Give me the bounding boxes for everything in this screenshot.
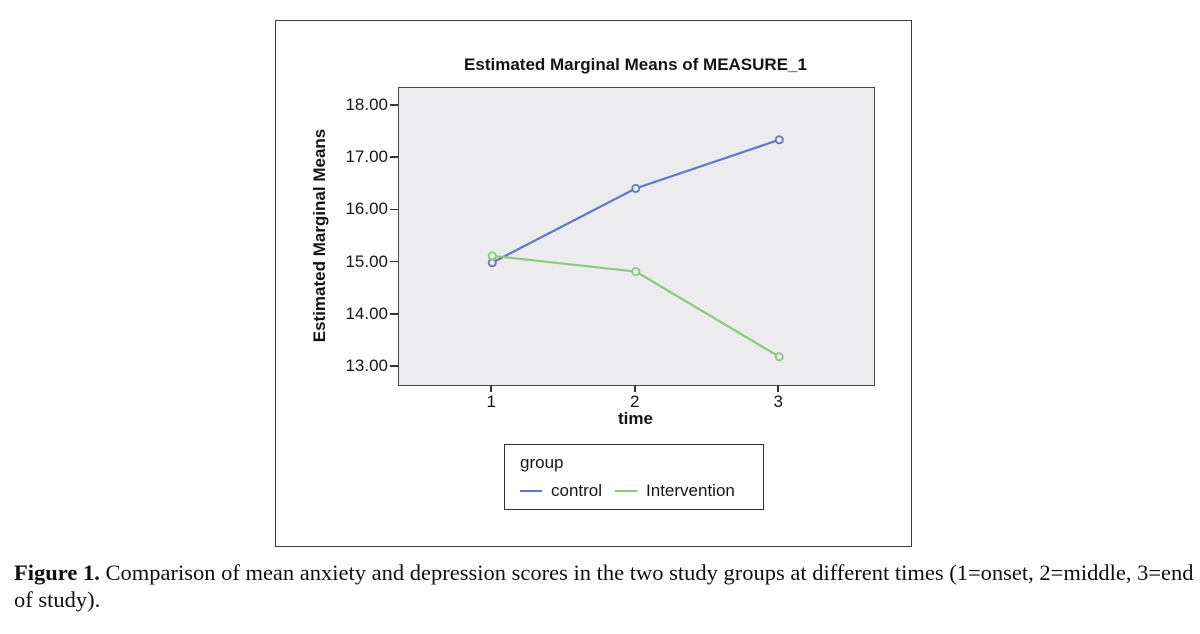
y-tick-label: 16.00	[345, 199, 388, 219]
legend-entries: control Intervention	[520, 481, 763, 501]
legend-label-control: control	[551, 481, 603, 500]
plot-area	[398, 87, 875, 386]
x-axis-label: time	[618, 409, 653, 428]
legend-swatch-intervention	[615, 490, 638, 492]
data-point-control	[631, 183, 641, 193]
figure-caption-text: Comparison of mean anxiety and depressio…	[14, 560, 1194, 612]
x-tick-mark	[490, 385, 493, 392]
y-tick-mark	[390, 208, 398, 211]
y-tick-mark	[390, 156, 398, 158]
y-tick-label: 18.00	[345, 94, 388, 114]
figure-panel: Estimated Marginal Means of MEASURE_1 Es…	[275, 20, 912, 547]
data-point-control	[774, 135, 784, 145]
line-chart-svg	[487, 135, 784, 362]
y-axis-label: Estimated Marginal Means	[310, 128, 329, 343]
legend-label-intervention: Intervention	[646, 481, 735, 500]
data-point-intervention	[774, 352, 784, 362]
legend: group control Intervention	[504, 444, 764, 510]
figure-caption-label: Figure 1.	[14, 560, 100, 585]
y-tick-label: 14.00	[345, 303, 388, 323]
legend-swatch-control	[520, 490, 542, 492]
x-tick-mark	[633, 385, 636, 392]
y-tick-label: 13.00	[345, 356, 388, 376]
chart-title: Estimated Marginal Means of MEASURE_1	[464, 55, 807, 74]
y-tick-mark	[390, 313, 398, 315]
series-line-control	[491, 138, 780, 264]
figure-caption: Figure 1. Comparison of mean anxiety and…	[14, 560, 1194, 613]
legend-title: group	[520, 453, 564, 472]
data-point-intervention	[631, 267, 641, 277]
x-tick-label: 3	[773, 392, 784, 411]
y-tick-label: 17.00	[345, 147, 388, 167]
x-tick-label: 1	[486, 392, 496, 411]
data-point-intervention	[487, 251, 497, 261]
y-tick-mark	[390, 260, 398, 263]
x-tick-label: 2	[630, 392, 640, 411]
y-tick-mark	[390, 365, 398, 367]
y-tick-label: 15.00	[345, 251, 388, 271]
y-tick-mark	[390, 103, 398, 106]
x-tick-mark	[777, 385, 780, 392]
